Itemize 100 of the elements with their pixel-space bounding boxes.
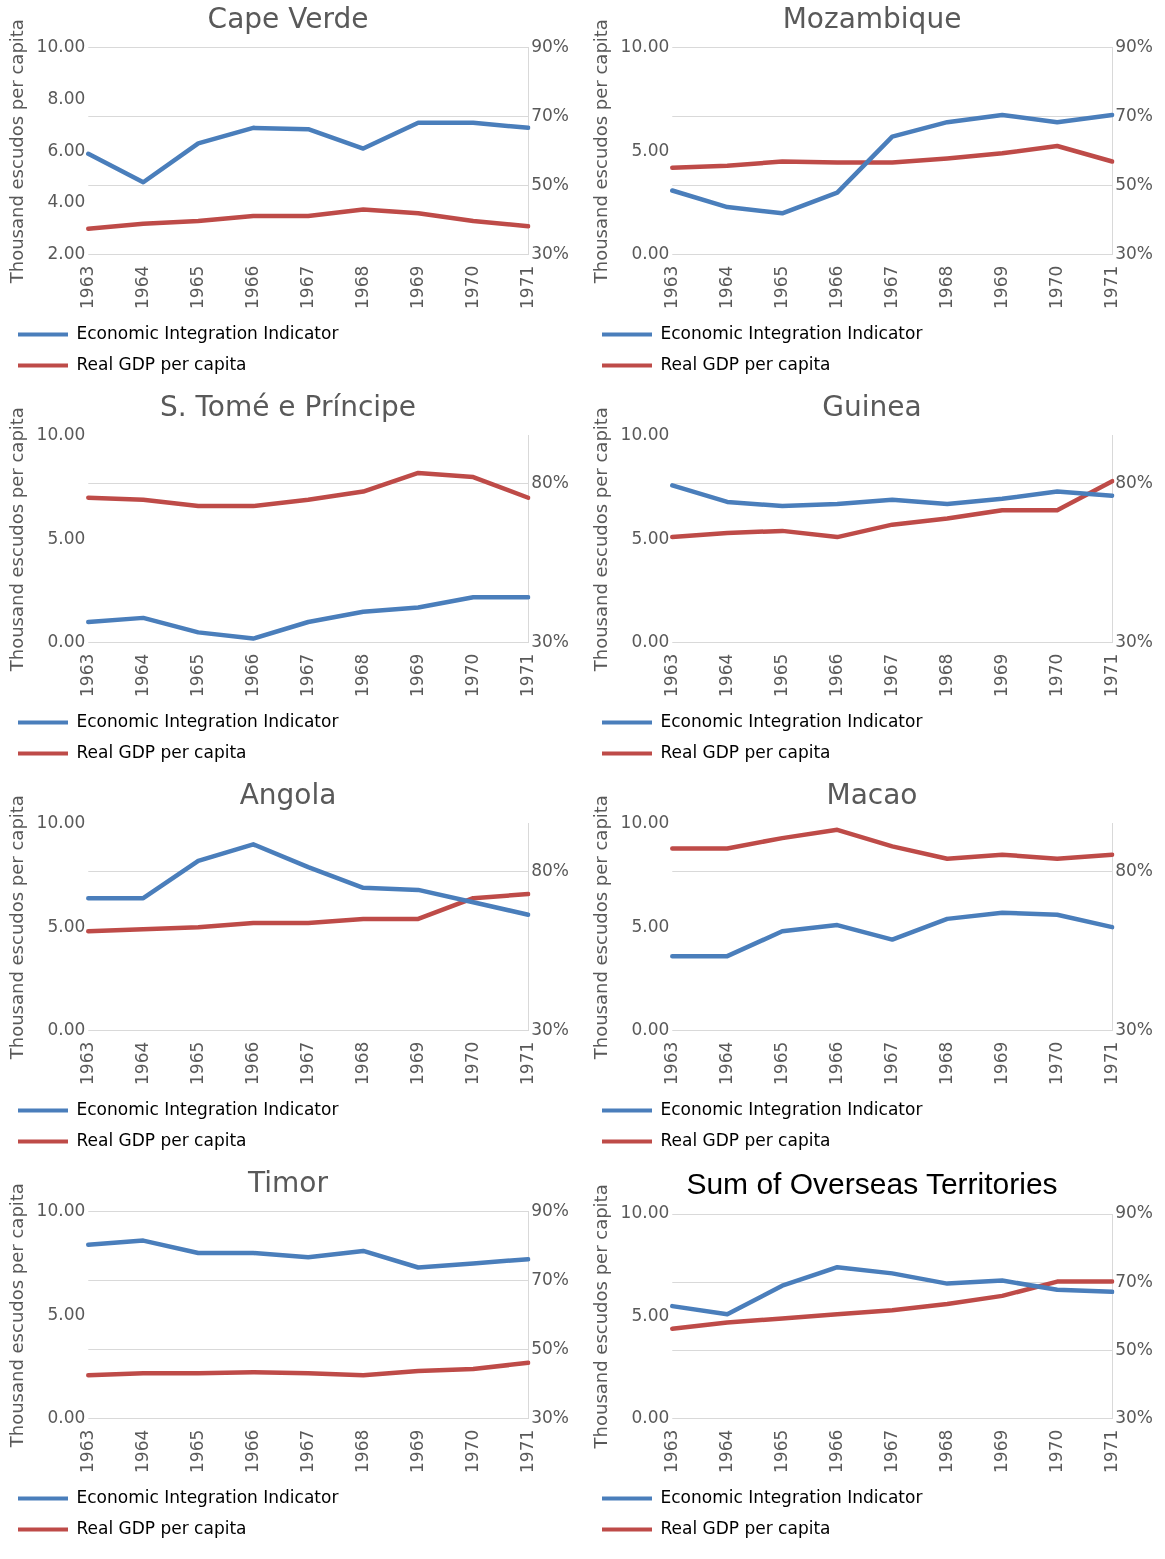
x-tick-label: 1970 — [461, 1429, 482, 1473]
x-tick-label: 1970 — [1045, 653, 1066, 697]
chart-title: S. Tomé e Príncipe — [159, 390, 417, 424]
x-tick-label: 1964 — [131, 1429, 152, 1473]
x-tick-label: 1966 — [825, 653, 846, 697]
legend-label: Economic Integration Indicator — [660, 322, 923, 343]
x-tick-label: 1964 — [715, 1429, 736, 1473]
x-tick-label: 1968 — [935, 653, 956, 697]
y-tick-label: 5.00 — [47, 1303, 86, 1324]
y-tick-label: 10.00 — [620, 812, 670, 833]
x-tick-label: 1970 — [461, 653, 482, 697]
y2-tick-label: 30% — [1115, 243, 1154, 264]
y2-tick-label: 50% — [531, 174, 570, 195]
y-tick-label: 8.00 — [47, 87, 86, 108]
x-tick-label: 1963 — [76, 1041, 97, 1085]
y-tick-label: 5.00 — [631, 527, 670, 548]
x-tick-label: 1963 — [76, 653, 97, 697]
y2-tick-label: 30% — [531, 1407, 570, 1428]
x-tick-label: 1967 — [880, 1429, 901, 1473]
y-tick-label: 5.00 — [47, 527, 86, 548]
chart-title: Angola — [239, 778, 337, 812]
x-tick-label: 1971 — [516, 265, 537, 309]
x-tick-label: 1964 — [715, 653, 736, 697]
x-tick-label: 1968 — [351, 1429, 372, 1473]
x-tick-label: 1967 — [296, 653, 317, 697]
x-tick-label: 1966 — [241, 265, 262, 309]
y2-tick-label: 90% — [1115, 1202, 1154, 1223]
x-tick-label: 1970 — [1045, 1429, 1066, 1473]
y-tick-label: 5.00 — [47, 915, 86, 936]
y-tick-label: 0.00 — [631, 1407, 670, 1428]
x-tick-label: 1967 — [880, 265, 901, 309]
x-tick-label: 1965 — [186, 1429, 207, 1473]
x-tick-label: 1971 — [1100, 653, 1121, 697]
legend-label: Real GDP per capita — [660, 353, 831, 374]
chart-title: Timor — [247, 1166, 329, 1200]
x-tick-label: 1970 — [461, 265, 482, 309]
x-tick-label: 1968 — [935, 1429, 956, 1473]
x-tick-label: 1965 — [770, 1041, 791, 1085]
x-tick-label: 1971 — [1100, 265, 1121, 309]
x-tick-label: 1966 — [241, 1429, 262, 1473]
x-tick-label: 1969 — [406, 653, 427, 697]
y2-tick-label: 50% — [531, 1338, 570, 1359]
y2-tick-label: 80% — [1115, 471, 1154, 492]
x-tick-label: 1968 — [351, 653, 372, 697]
x-tick-label: 1964 — [131, 265, 152, 309]
legend-label: Real GDP per capita — [76, 1129, 247, 1150]
y-axis-title: Thousand escudos per capita — [6, 795, 28, 1061]
y2-tick-label: 30% — [531, 243, 570, 264]
y-tick-label: 0.00 — [631, 1019, 670, 1040]
y2-tick-label: 50% — [1115, 1338, 1154, 1359]
x-tick-label: 1969 — [990, 1041, 1011, 1085]
legend-label: Real GDP per capita — [76, 741, 247, 762]
x-tick-label: 1964 — [131, 1041, 152, 1085]
x-tick-label: 1967 — [880, 1041, 901, 1085]
y-tick-label: 5.00 — [631, 139, 670, 160]
x-tick-label: 1966 — [241, 1041, 262, 1085]
y2-tick-label: 30% — [531, 631, 570, 652]
y-axis-title: Thousand escudos per capita — [6, 407, 28, 673]
y2-tick-label: 80% — [531, 859, 570, 880]
x-tick-label: 1963 — [660, 265, 681, 309]
chart-title: Guinea — [822, 390, 922, 424]
x-tick-label: 1965 — [186, 265, 207, 309]
y-tick-label: 10.00 — [620, 36, 670, 57]
y-tick-label: 0.00 — [47, 1019, 86, 1040]
x-tick-label: 1963 — [660, 653, 681, 697]
x-tick-label: 1970 — [1045, 265, 1066, 309]
y2-tick-label: 80% — [1115, 859, 1154, 880]
x-tick-label: 1964 — [715, 1041, 736, 1085]
x-tick-label: 1964 — [131, 653, 152, 697]
y2-tick-label: 90% — [1115, 36, 1154, 57]
x-tick-label: 1966 — [825, 265, 846, 309]
x-tick-label: 1965 — [186, 653, 207, 697]
legend-label: Economic Integration Indicator — [76, 322, 339, 343]
y-tick-label: 0.00 — [631, 631, 670, 652]
y2-tick-label: 70% — [1115, 105, 1154, 126]
x-tick-label: 1968 — [935, 1041, 956, 1085]
y2-tick-label: 30% — [1115, 1407, 1154, 1428]
legend-label: Real GDP per capita — [76, 1517, 247, 1538]
y-axis-title: Thousand escudos per capita — [590, 1184, 612, 1450]
y-tick-label: 10.00 — [36, 812, 86, 833]
y2-tick-label: 70% — [1115, 1270, 1154, 1291]
x-tick-label: 1965 — [770, 265, 791, 309]
x-tick-label: 1971 — [1100, 1429, 1121, 1473]
x-tick-label: 1969 — [990, 653, 1011, 697]
y2-tick-label: 90% — [531, 1200, 570, 1221]
x-tick-label: 1969 — [406, 1041, 427, 1085]
y2-tick-label: 90% — [531, 36, 570, 57]
y-tick-label: 10.00 — [620, 1202, 670, 1223]
chart-title: Mozambique — [782, 2, 962, 36]
y-tick-label: 6.00 — [47, 139, 86, 160]
legend-label: Real GDP per capita — [660, 741, 831, 762]
x-tick-label: 1963 — [660, 1429, 681, 1473]
legend-label: Economic Integration Indicator — [660, 710, 923, 731]
x-tick-label: 1971 — [1100, 1041, 1121, 1085]
legend-label: Real GDP per capita — [76, 353, 247, 374]
y-tick-label: 10.00 — [620, 424, 670, 445]
y2-tick-label: 30% — [1115, 631, 1154, 652]
y-axis-title: Thousand escudos per capita — [6, 19, 28, 285]
y-tick-label: 4.00 — [47, 191, 86, 212]
x-tick-label: 1968 — [351, 265, 372, 309]
